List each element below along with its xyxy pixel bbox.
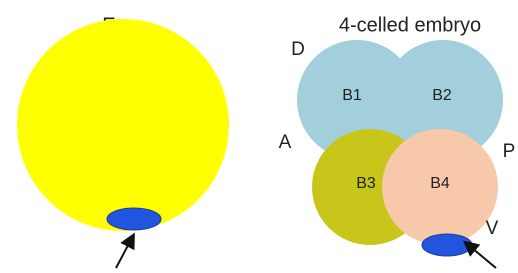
cell-label: B2	[432, 87, 452, 104]
embryo-title: 4-celled embryo	[339, 14, 481, 36]
page: Egg 4-celled embryo B1 B2 B3 B4 D A P V …	[0, 0, 518, 273]
axis-label: D	[291, 39, 305, 60]
axis-label: A	[279, 132, 292, 153]
egg	[17, 19, 229, 231]
diagram: Egg 4-celled embryo B1 B2 B3 B4 D A P V	[0, 0, 518, 273]
axis-label: P	[503, 141, 516, 162]
cell-label: B3	[356, 175, 376, 192]
axis-label: V	[486, 218, 499, 239]
arrow	[116, 236, 133, 268]
vegetal-spot	[422, 234, 472, 256]
vegetal-spot	[107, 208, 161, 230]
arrow	[466, 243, 496, 268]
cell-label: B4	[430, 175, 450, 192]
cell-label: B1	[342, 87, 362, 104]
